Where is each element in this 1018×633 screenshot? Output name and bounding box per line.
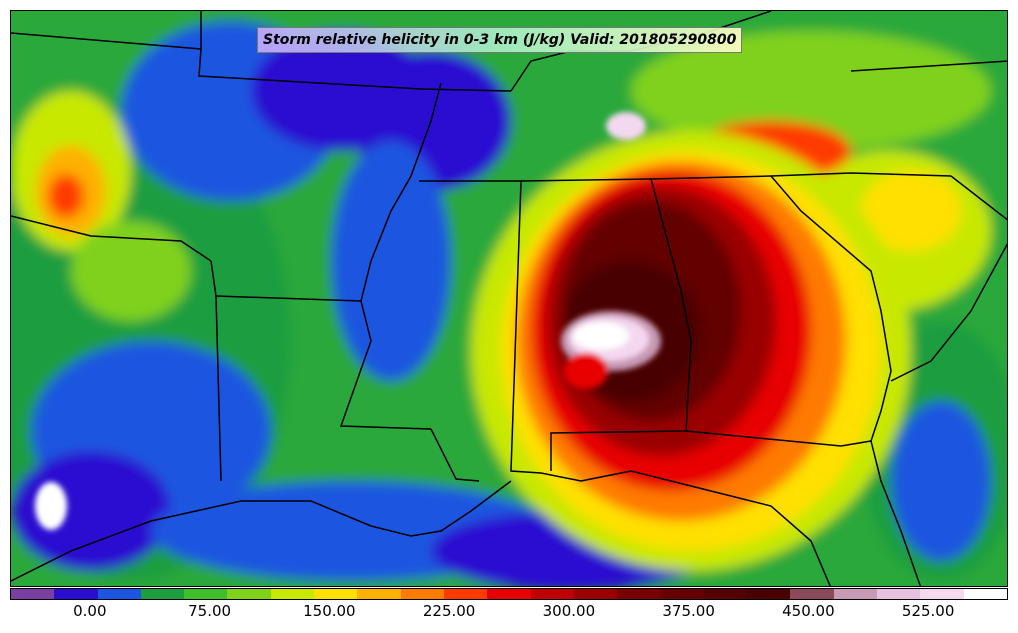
colorbar-tick-label: 225.00 <box>422 602 476 620</box>
colorbar-segment <box>876 589 921 599</box>
colorbar-segment <box>54 589 98 599</box>
map-title: Storm relative helicity in 0-3 km (J/kg)… <box>257 27 743 53</box>
colorbar-segment <box>400 589 444 599</box>
map-panel: Storm relative helicity in 0-3 km (J/kg)… <box>10 10 1008 587</box>
colorbar-segment <box>357 589 401 599</box>
colorbar-segment <box>487 589 531 599</box>
colorbar-segment <box>617 589 661 599</box>
colorbar-tick-label: 450.00 <box>782 602 835 620</box>
colorbar-tick-label: 75.00 <box>188 602 232 620</box>
colorbar-segment <box>140 589 185 599</box>
helicity-field <box>11 11 1007 586</box>
colorbar-tick-label: 0.00 <box>73 602 107 620</box>
colorbar-labels: 0.00 75.00 150.00 225.00 300.00 375.00 450.00 5… <box>10 602 1008 624</box>
colorbar-segment <box>747 589 791 599</box>
colorbar-segment <box>227 589 271 599</box>
colorbar-segment <box>97 589 141 599</box>
colorbar-segment <box>573 589 618 599</box>
colorbar-segment <box>963 589 1007 599</box>
colorbar-tick-label: 525.00 <box>901 602 955 620</box>
colorbar-segment <box>530 589 574 599</box>
colorbar-tick-label: 150.00 <box>303 602 356 620</box>
colorbar-tick-label: 375.00 <box>662 602 715 620</box>
colorbar-tick-label: 300.00 <box>542 602 596 620</box>
colorbar-segment <box>270 589 315 599</box>
colorbar-segment <box>660 589 704 599</box>
colorbar <box>10 588 1008 600</box>
helicity-map <box>11 11 1007 586</box>
colorbar-segment <box>443 589 488 599</box>
state-boundaries <box>11 11 1007 586</box>
colorbar-segment <box>184 589 228 599</box>
helicity-maximum <box>35 112 661 530</box>
colorbar-segment <box>833 589 877 599</box>
colorbar-segment <box>314 589 358 599</box>
colorbar-segment <box>920 589 964 599</box>
colorbar-segment <box>790 589 834 599</box>
colorbar-segment <box>703 589 748 599</box>
colorbar-segment <box>11 589 55 599</box>
